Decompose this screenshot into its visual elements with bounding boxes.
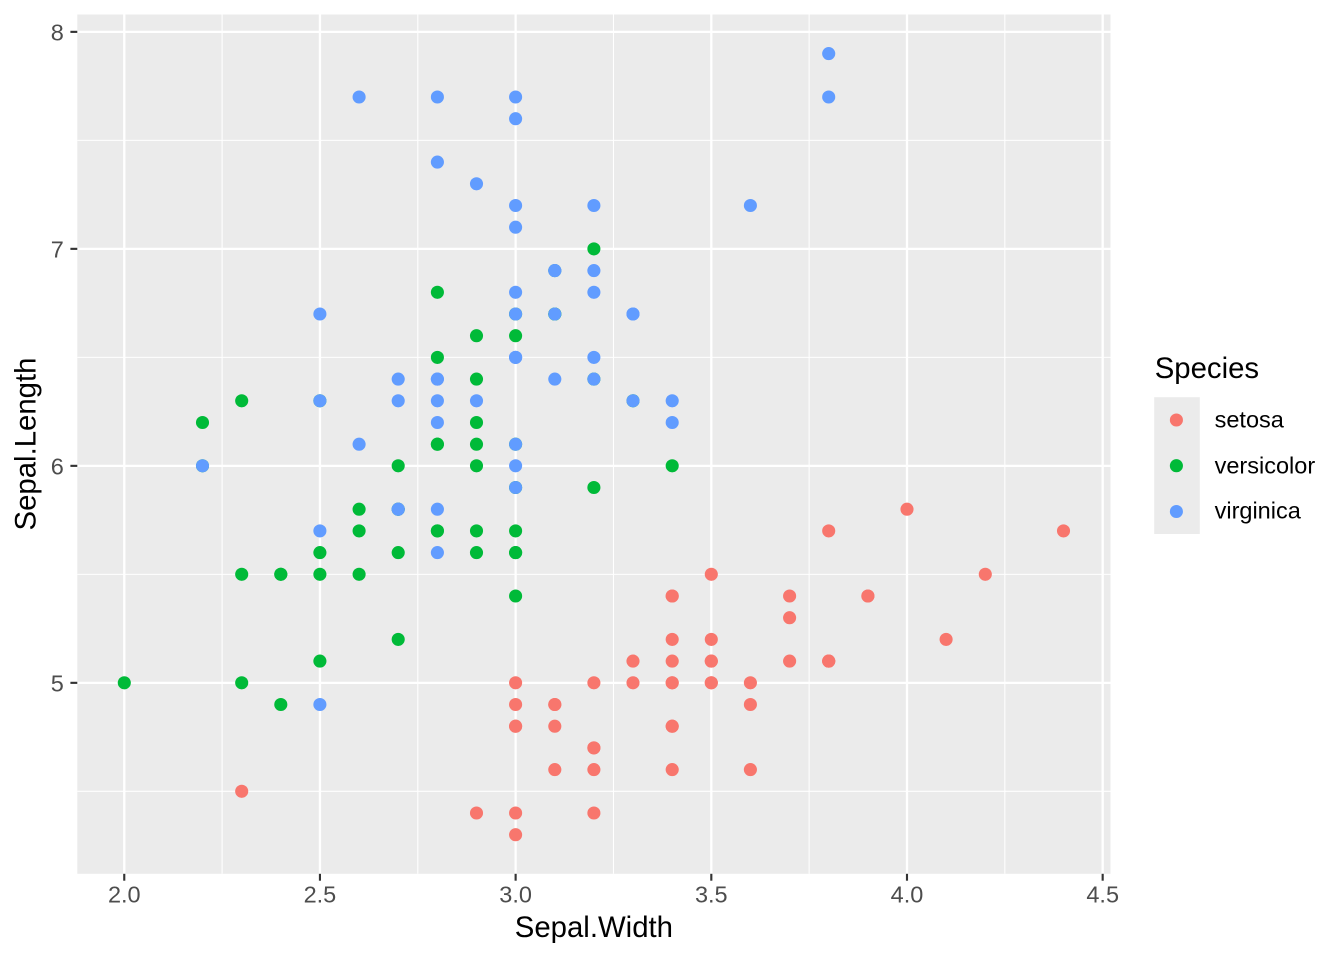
svg-text:7: 7 (51, 236, 64, 262)
svg-text:Sepal.Width: Sepal.Width (515, 911, 673, 944)
svg-text:setosa: setosa (1215, 407, 1285, 433)
svg-text:5: 5 (51, 670, 64, 696)
svg-text:4.5: 4.5 (1086, 882, 1119, 908)
svg-text:3.5: 3.5 (695, 882, 728, 908)
svg-text:8: 8 (51, 19, 64, 45)
svg-text:3.0: 3.0 (499, 882, 532, 908)
svg-text:Species: Species (1155, 352, 1259, 385)
svg-text:virginica: virginica (1215, 498, 1302, 524)
svg-text:Sepal.Length: Sepal.Length (10, 358, 43, 531)
svg-text:versicolor: versicolor (1215, 453, 1316, 479)
svg-text:2.5: 2.5 (304, 882, 337, 908)
svg-text:4.0: 4.0 (891, 882, 924, 908)
svg-text:6: 6 (51, 453, 64, 479)
svg-text:2.0: 2.0 (108, 882, 141, 908)
